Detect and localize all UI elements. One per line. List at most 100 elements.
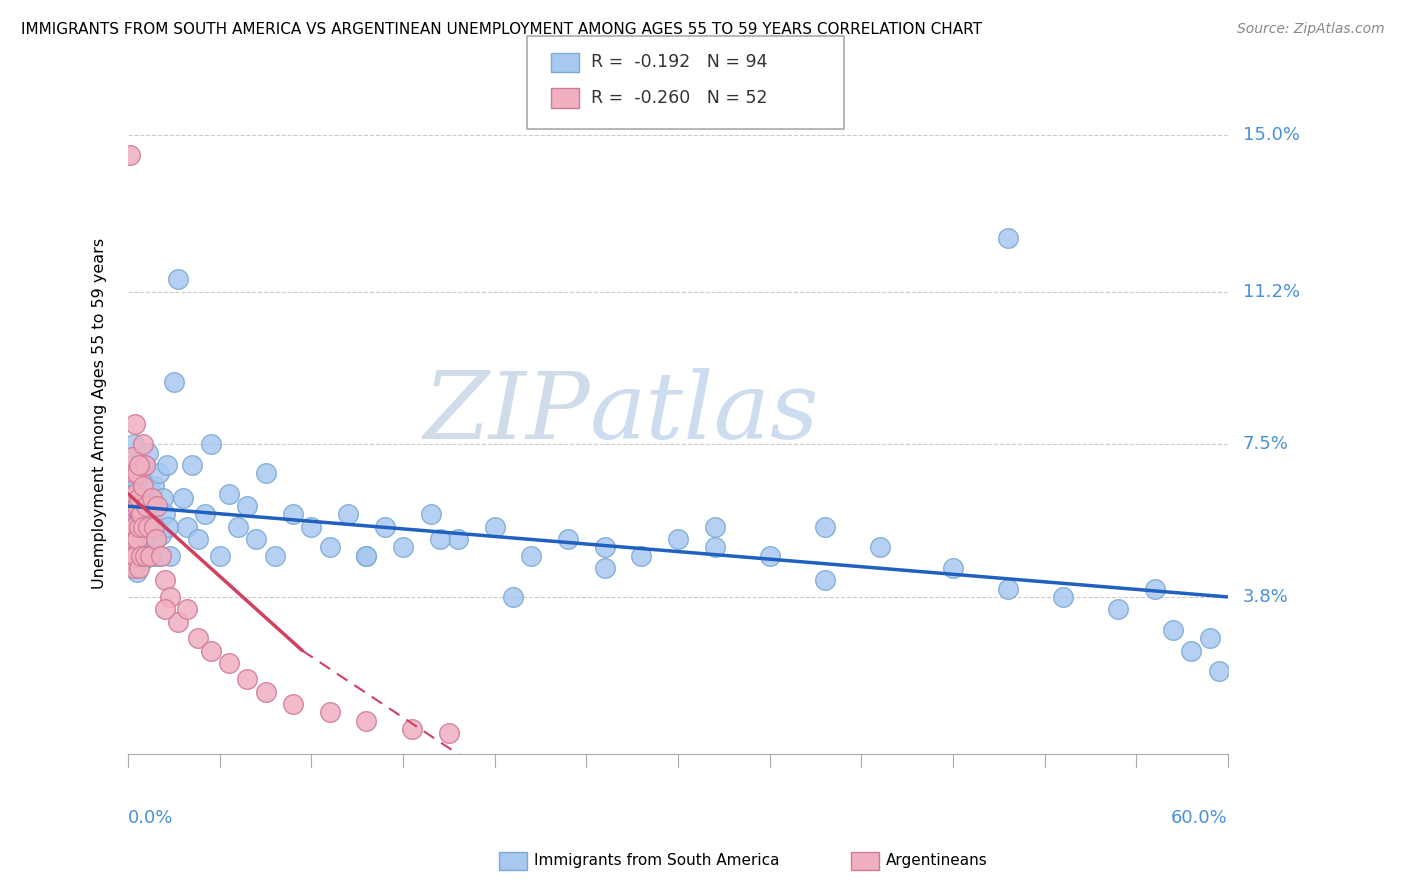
Point (142, 520, 165, 534)
Text: R =  -0.260   N = 52: R = -0.260 N = 52 (591, 89, 768, 107)
Point (121, 549, 143, 563)
Point (134, 508, 156, 522)
Point (141, 549, 163, 563)
Point (124, 417, 146, 431)
Point (146, 499, 169, 513)
Point (142, 478, 165, 492)
Point (236, 673, 259, 687)
Point (319, 706, 342, 720)
Point (218, 656, 240, 670)
Point (1107, 602, 1129, 616)
Point (128, 520, 150, 534)
Point (121, 516, 143, 530)
Point (145, 532, 167, 546)
Text: 15.0%: 15.0% (1243, 126, 1299, 144)
Y-axis label: Unemployment Among Ages 55 to 59 years: Unemployment Among Ages 55 to 59 years (93, 238, 107, 589)
Point (374, 520, 396, 534)
Point (118, 491, 141, 505)
Point (187, 631, 209, 645)
Point (132, 532, 155, 546)
Point (172, 491, 194, 505)
Point (153, 602, 176, 616)
Point (181, 458, 204, 472)
Point (129, 549, 152, 563)
Point (118, 148, 141, 162)
Point (200, 643, 222, 657)
Point (121, 458, 143, 472)
Point (128, 458, 150, 472)
Point (124, 549, 146, 563)
Point (122, 437, 145, 451)
Point (869, 541, 891, 555)
Point (127, 475, 149, 489)
Text: Argentineans: Argentineans (886, 854, 987, 868)
Point (148, 466, 170, 480)
Point (150, 549, 173, 563)
Point (593, 541, 616, 555)
Point (236, 499, 259, 513)
Point (122, 561, 145, 575)
Point (152, 491, 174, 505)
Point (127, 499, 149, 513)
Point (145, 532, 167, 546)
Point (127, 565, 149, 579)
Point (1052, 590, 1074, 604)
Point (136, 520, 159, 534)
Point (134, 458, 156, 472)
Point (122, 499, 145, 513)
Point (437, 726, 460, 740)
Point (254, 685, 277, 699)
Point (135, 491, 157, 505)
Point (129, 508, 152, 522)
Point (166, 272, 188, 286)
Point (218, 487, 240, 501)
Point (141, 508, 163, 522)
Point (1161, 623, 1184, 637)
Point (997, 582, 1019, 596)
Point (484, 520, 506, 534)
Point (666, 532, 689, 546)
Point (997, 231, 1019, 245)
Point (356, 714, 378, 728)
Point (127, 466, 149, 480)
Point (127, 532, 149, 546)
Text: 3.8%: 3.8% (1243, 588, 1288, 606)
Text: Source: ZipAtlas.com: Source: ZipAtlas.com (1237, 22, 1385, 37)
Point (1208, 664, 1230, 678)
Text: 11.2%: 11.2% (1243, 283, 1299, 301)
Point (124, 520, 146, 534)
Text: Immigrants from South America: Immigrants from South America (534, 854, 780, 868)
Point (502, 590, 524, 604)
Point (124, 487, 146, 501)
Point (163, 376, 186, 390)
Point (136, 445, 159, 459)
Point (208, 549, 231, 563)
Point (128, 487, 150, 501)
Text: IMMIGRANTS FROM SOUTH AMERICA VS ARGENTINEAN UNEMPLOYMENT AMONG AGES 55 TO 59 YE: IMMIGRANTS FROM SOUTH AMERICA VS ARGENTI… (21, 22, 981, 37)
Point (703, 541, 725, 555)
Point (139, 549, 162, 563)
Point (142, 520, 165, 534)
Point (156, 458, 179, 472)
Point (124, 491, 146, 505)
Point (141, 491, 163, 505)
Point (176, 602, 198, 616)
Point (630, 549, 652, 563)
Text: ZIP: ZIP (423, 368, 591, 458)
Point (356, 549, 378, 563)
Point (703, 520, 725, 534)
Point (593, 561, 616, 575)
Point (128, 561, 150, 575)
Point (153, 574, 176, 588)
Point (319, 541, 342, 555)
Point (176, 520, 198, 534)
Point (263, 549, 285, 563)
Point (129, 511, 152, 525)
Point (401, 722, 423, 736)
Point (337, 508, 360, 522)
Text: atlas: atlas (591, 368, 820, 458)
Text: 7.5%: 7.5% (1243, 435, 1288, 453)
Point (139, 483, 162, 497)
Point (135, 549, 157, 563)
Point (132, 499, 155, 513)
